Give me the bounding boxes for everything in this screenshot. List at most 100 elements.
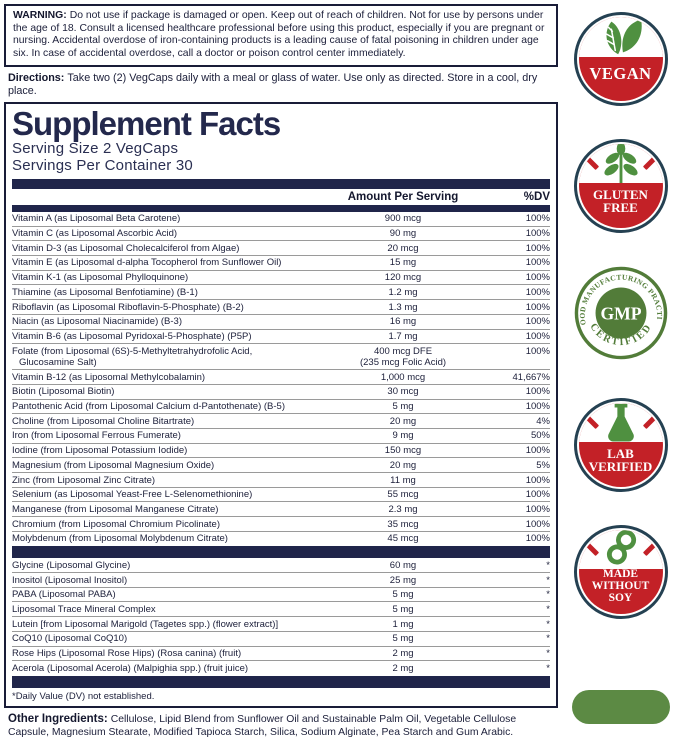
nutrient-dv: 100% xyxy=(525,242,550,254)
table-row: Acerola (Liposomal Acerola) (Malpighia s… xyxy=(12,661,550,676)
made-without-soy-label: MADE WITHOUT SOY xyxy=(591,568,650,604)
wheat-icon xyxy=(603,144,638,183)
nutrient-name: Iodine (from Liposomal Potassium Iodide) xyxy=(12,445,188,457)
lab-verified-badge: LAB VERIFIED xyxy=(573,398,668,492)
nutrient-dv: 100% xyxy=(525,345,550,357)
table-row: Zinc (from Liposomal Zinc Citrate) 11 mg… xyxy=(12,473,550,488)
nutrient-name: Manganese (from Liposomal Manganese Citr… xyxy=(12,503,219,515)
nutrient-name: Chromium (from Liposomal Chromium Picoli… xyxy=(12,518,221,530)
nutrient-amount: 20 mg xyxy=(389,415,417,427)
nutrient-amount: 1,000 mcg xyxy=(380,371,426,383)
nutrient-name: Folate (from Liposomal (6S)-5-Methyltetr… xyxy=(12,345,253,368)
amount-column-header: Amount Per Serving xyxy=(347,190,459,203)
nutrient-dv: 100% xyxy=(525,228,550,240)
nutrient-name: Vitamin K-1 (as Liposomal Phylloquinone) xyxy=(12,272,189,284)
nutrient-name: Zinc (from Liposomal Zinc Citrate) xyxy=(12,474,156,486)
nutrient-dv: 100% xyxy=(525,257,550,269)
supplement-facts-box: Supplement Facts Serving Size 2 VegCaps … xyxy=(4,101,558,708)
table-row: Glycine (Liposomal Glycine) 60 mg * xyxy=(12,558,550,574)
table-row: Iron (from Liposomal Ferrous Fumerate) 9… xyxy=(12,429,550,444)
other-ingredients: Other Ingredients: Cellulose, Lipid Blend… xyxy=(4,708,560,737)
table-row: Pantothenic Acid (from Liposomal Calcium… xyxy=(12,400,550,415)
nutrient-amount: 1 mg xyxy=(392,618,414,630)
slash-icon xyxy=(642,407,663,430)
nutrient-name: Riboflavin (as Liposomal Riboflavin-5-Ph… xyxy=(12,301,244,313)
nutrient-dv: 100% xyxy=(525,518,550,530)
nutrient-dv: 100% xyxy=(525,286,550,298)
table-row: Vitamin C (as Liposomal Ascorbic Acid) 9… xyxy=(12,227,550,242)
servings-per-container: Servings Per Container 30 xyxy=(12,157,193,175)
nutrient-dv: 100% xyxy=(525,331,550,342)
nutrient-dv: 100% xyxy=(525,445,550,457)
nutrient-name: CoQ10 (Liposomal CoQ10) xyxy=(12,633,128,645)
nutrient-name: Vitamin D-3 (as Liposomal Cholecalcifero… xyxy=(12,242,240,254)
nutrient-amount: 1.3 mg xyxy=(388,301,418,313)
nutrient-name: Pantothenic Acid (from Liposomal Calcium… xyxy=(12,401,285,413)
nutrient-dv: 41,667% xyxy=(512,371,550,383)
nutrient-dv: * xyxy=(546,603,550,615)
divider-bar xyxy=(12,546,550,559)
nutrient-dv: * xyxy=(546,648,550,660)
table-row: Magnesium (from Liposomal Magnesium Oxid… xyxy=(12,458,550,474)
dv-column-header: %DV xyxy=(523,190,550,203)
table-row: Iodine (from Liposomal Potassium Iodide)… xyxy=(12,444,550,459)
nutrient-dv: * xyxy=(546,559,550,571)
nutrient-name: Vitamin E (as Liposomal d-alpha Tocopher… xyxy=(12,257,282,269)
table-row: Thiamine (as Liposomal Benfotiamine) (B-… xyxy=(12,285,550,301)
nutrient-name: Iron (from Liposomal Ferrous Fumerate) xyxy=(12,430,181,442)
gluten-free-badge: GLUTEN FREE xyxy=(573,139,668,233)
nutrient-amount: 60 mg xyxy=(389,559,417,571)
capsule-image xyxy=(571,690,670,724)
nutrient-amount: 1.7 mg xyxy=(388,331,418,342)
nutrient-name: PABA (Liposomal PABA) xyxy=(12,589,116,601)
botanicals-table: Glycine (Liposomal Glycine) 60 mg * Inos… xyxy=(12,558,550,675)
nutrient-amount: 55 mcg xyxy=(387,489,419,501)
label-panel: WARNING: Do not use if package is damaged… xyxy=(4,4,560,737)
table-row: Vitamin A (as Liposomal Beta Carotene) 9… xyxy=(12,212,550,227)
nutrient-amount: 150 mcg xyxy=(384,445,422,457)
nutrient-name: Thiamine (as Liposomal Benfotiamine) (B-… xyxy=(12,286,198,298)
nutrient-amount: 2 mg xyxy=(392,648,414,660)
made-without-soy-badge: MADE WITHOUT SOY xyxy=(573,525,668,619)
nutrient-dv: * xyxy=(546,589,550,601)
nutrient-name: Lutein [from Liposomal Marigold (Tagetes… xyxy=(12,618,279,630)
nutrient-name: Biotin (Liposomal Biotin) xyxy=(12,386,115,398)
nutrient-amount: 11 mg xyxy=(390,474,416,486)
nutrient-dv: 100% xyxy=(525,503,550,515)
nutrient-dv: 100% xyxy=(525,386,550,398)
table-row: Biotin (Liposomal Biotin) 30 mcg 100% xyxy=(12,385,550,400)
lab-verified-label: LAB VERIFIED xyxy=(588,445,653,474)
vegan-label: VEGAN xyxy=(589,64,652,84)
table-row: Vitamin B-6 (as Liposomal Pyridoxal-5-Ph… xyxy=(12,330,550,345)
nutrient-dv: * xyxy=(546,633,550,645)
nutrient-dv: 100% xyxy=(525,213,550,225)
nutrient-amount: 45 mcg xyxy=(387,533,419,545)
nutrient-amount: 35 mcg xyxy=(387,518,419,530)
table-header: Amount Per Serving %DV xyxy=(12,189,550,205)
table-row: Liposomal Trace Mineral Complex 5 mg * xyxy=(12,602,550,618)
nutrient-dv: 100% xyxy=(525,272,550,284)
soybean-icon xyxy=(606,530,636,565)
nutrient-amount: 20 mg xyxy=(389,459,417,471)
table-row: Inositol (Liposomal Inositol) 25 mg * xyxy=(12,573,550,588)
nutrient-name: Inositol (Liposomal Inositol) xyxy=(12,574,128,586)
directions-text: Take two (2) VegCaps daily with a meal o… xyxy=(8,71,538,97)
nutrient-name: Vitamin C (as Liposomal Ascorbic Acid) xyxy=(12,228,178,240)
nutrient-name: Selenium (as Liposomal Yeast-Free L-Sele… xyxy=(12,489,253,501)
nutrient-dv: * xyxy=(546,618,550,630)
table-row: Manganese (from Liposomal Manganese Citr… xyxy=(12,502,550,518)
nutrient-dv: 4% xyxy=(536,415,550,427)
divider-bar xyxy=(12,204,550,212)
table-row: Niacin (as Liposomal Niacinamide) (B-3) … xyxy=(12,315,550,330)
table-row: Riboflavin (as Liposomal Riboflavin-5-Ph… xyxy=(12,300,550,315)
table-row: Vitamin D-3 (as Liposomal Cholecalcifero… xyxy=(12,241,550,256)
leaves-icon xyxy=(605,20,642,55)
table-row: Rose Hips (Liposomal Rose Hips) (Rosa ca… xyxy=(12,647,550,662)
nutrient-name: Vitamin B-12 (as Liposomal Methylcobalam… xyxy=(12,371,206,383)
supplement-facts-title: Supplement Facts xyxy=(12,104,281,142)
nutrient-amount: 15 mg xyxy=(389,257,417,269)
nutrient-amount: 20 mcg xyxy=(387,242,419,254)
slash-icon xyxy=(642,148,663,171)
